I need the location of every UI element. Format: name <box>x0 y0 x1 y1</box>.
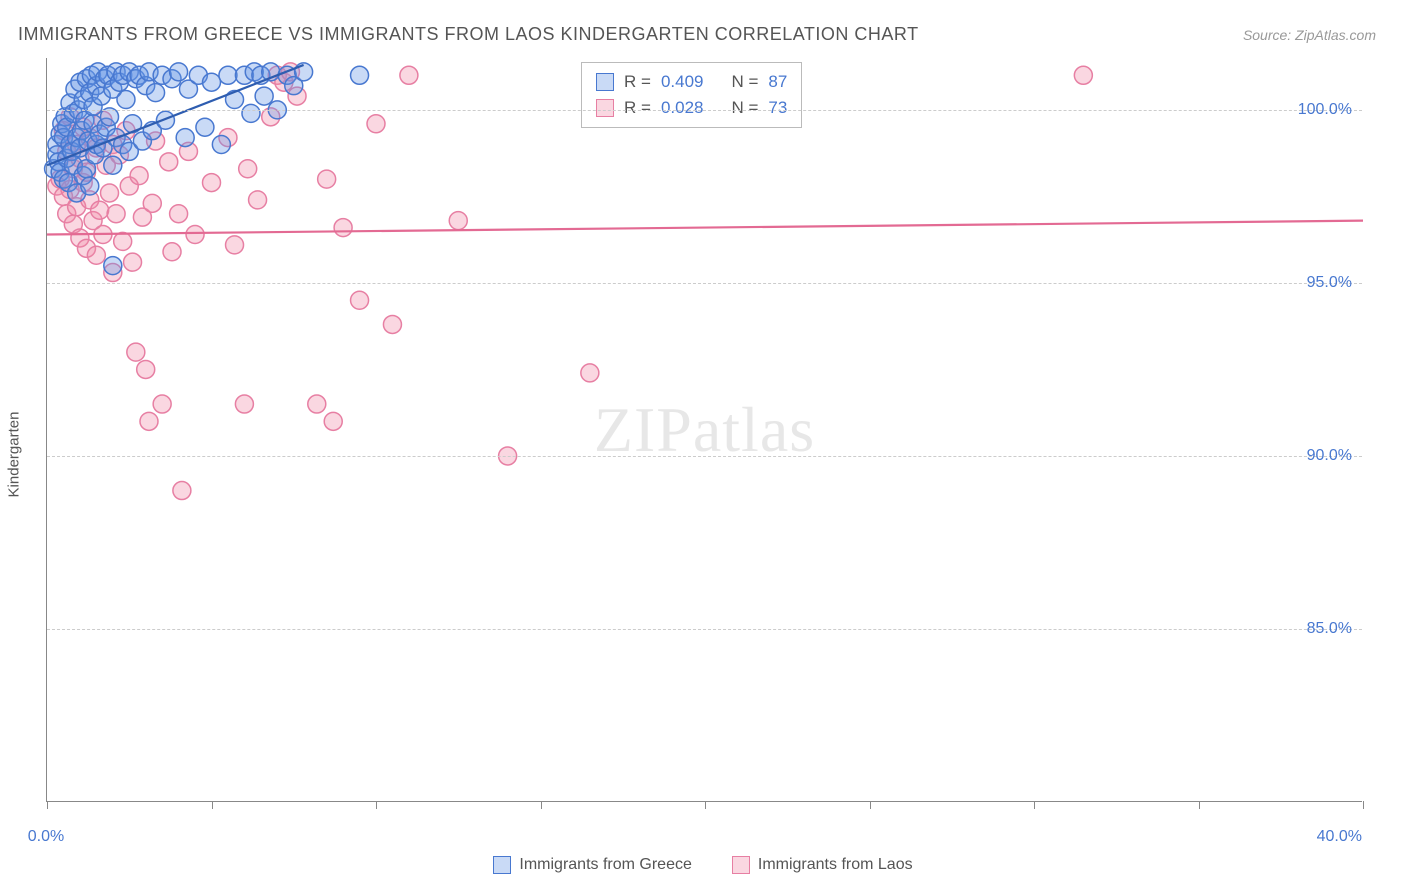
x-axis-max-label: 40.0% <box>1317 828 1362 846</box>
x-tick <box>541 801 542 809</box>
data-point <box>104 156 122 174</box>
data-point <box>334 219 352 237</box>
y-tick-label: 95.0% <box>1307 274 1352 292</box>
x-tick <box>212 801 213 809</box>
stats-row: R = 0.409 N = 87 <box>596 69 787 95</box>
data-point <box>107 205 125 223</box>
chart-svg <box>47 58 1363 802</box>
gridline <box>47 629 1362 630</box>
x-tick <box>376 801 377 809</box>
data-point <box>114 232 132 250</box>
legend-item-greece: Immigrants from Greece <box>493 856 691 874</box>
data-point <box>101 184 119 202</box>
data-point <box>219 66 237 84</box>
data-point <box>239 160 257 178</box>
data-point <box>186 225 204 243</box>
data-point <box>173 482 191 500</box>
data-point <box>255 87 273 105</box>
chart-header: IMMIGRANTS FROM GREECE VS IMMIGRANTS FRO… <box>18 24 1376 45</box>
stat-r-value: 0.409 <box>661 69 704 95</box>
data-point <box>117 91 135 109</box>
legend-label: Immigrants from Greece <box>519 856 691 874</box>
plot-area: ZIPatlas R =0.409N =87R =0.028N =73 85.0… <box>46 58 1362 802</box>
data-point <box>127 343 145 361</box>
x-tick <box>1363 801 1364 809</box>
data-point <box>137 360 155 378</box>
gridline <box>47 456 1362 457</box>
source-attribution: Source: ZipAtlas.com <box>1243 27 1376 43</box>
legend-swatch-icon <box>732 856 750 874</box>
x-tick <box>47 801 48 809</box>
stat-r-label: R = <box>624 95 651 121</box>
gridline <box>47 283 1362 284</box>
stats-row: R = 0.028 N = 73 <box>596 95 787 121</box>
data-point <box>91 201 109 219</box>
data-point <box>170 205 188 223</box>
data-point <box>163 243 181 261</box>
stat-r-label: R = <box>624 69 651 95</box>
legend: Immigrants from Greece Immigrants from L… <box>0 856 1406 874</box>
data-point <box>400 66 418 84</box>
data-point <box>351 291 369 309</box>
data-point <box>1074 66 1092 84</box>
data-point <box>196 118 214 136</box>
data-point <box>235 395 253 413</box>
data-point <box>212 136 230 154</box>
legend-label: Immigrants from Laos <box>758 856 913 874</box>
data-point <box>87 246 105 264</box>
data-point <box>308 395 326 413</box>
x-axis-min-label: 0.0% <box>28 828 64 846</box>
stats-swatch-icon <box>596 99 614 117</box>
data-point <box>147 84 165 102</box>
stats-swatch-icon <box>596 73 614 91</box>
y-tick-label: 100.0% <box>1298 101 1352 119</box>
y-axis-label: Kindergarten <box>6 412 23 498</box>
x-tick <box>1034 801 1035 809</box>
data-point <box>449 212 467 230</box>
data-point <box>81 177 99 195</box>
data-point <box>249 191 267 209</box>
y-tick-label: 85.0% <box>1307 620 1352 638</box>
stat-n-label: N = <box>731 95 758 121</box>
data-point <box>318 170 336 188</box>
data-point <box>203 73 221 91</box>
data-point <box>226 236 244 254</box>
data-point <box>104 257 122 275</box>
data-point <box>143 194 161 212</box>
gridline <box>47 110 1362 111</box>
data-point <box>176 129 194 147</box>
y-tick-label: 90.0% <box>1307 447 1352 465</box>
data-point <box>203 174 221 192</box>
legend-item-laos: Immigrants from Laos <box>732 856 913 874</box>
data-point <box>324 412 342 430</box>
stat-r-value: 0.028 <box>661 95 704 121</box>
x-tick <box>705 801 706 809</box>
data-point <box>160 153 178 171</box>
data-point <box>242 104 260 122</box>
x-tick <box>870 801 871 809</box>
x-tick <box>1199 801 1200 809</box>
data-point <box>383 315 401 333</box>
data-point <box>140 412 158 430</box>
correlation-stats-box: R = 0.409 N = 87 R = 0.028 N = 73 <box>581 62 802 128</box>
data-point <box>124 253 142 271</box>
data-point <box>130 167 148 185</box>
data-point <box>170 63 188 81</box>
data-point <box>581 364 599 382</box>
data-point <box>351 66 369 84</box>
chart-title: IMMIGRANTS FROM GREECE VS IMMIGRANTS FRO… <box>18 24 919 45</box>
trend-line <box>47 221 1363 235</box>
data-point <box>153 395 171 413</box>
stat-n-label: N = <box>731 69 758 95</box>
stat-n-value: 87 <box>768 69 787 95</box>
data-point <box>367 115 385 133</box>
stat-n-value: 73 <box>768 95 787 121</box>
legend-swatch-icon <box>493 856 511 874</box>
